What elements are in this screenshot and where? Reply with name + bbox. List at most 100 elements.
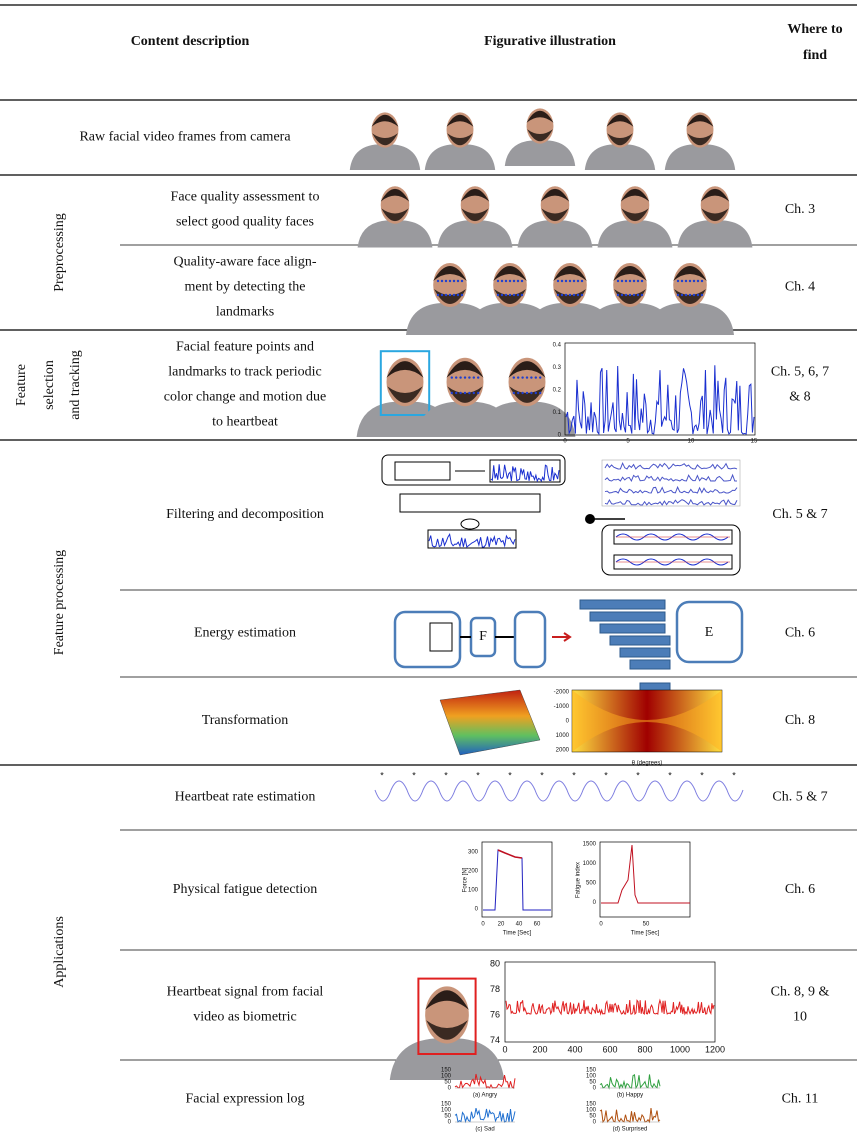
- landmark: [530, 376, 533, 379]
- landmark: [620, 279, 624, 283]
- tick-label: 1000: [583, 861, 597, 867]
- tick-label: 0: [481, 922, 485, 928]
- tick-label: 150: [441, 1068, 452, 1074]
- landmark: [534, 391, 537, 395]
- description: ment by detecting the: [185, 280, 306, 295]
- chapter-ref: Ch. 6: [785, 882, 815, 897]
- tick-label: 0: [593, 900, 597, 906]
- peak-marker: *: [668, 770, 672, 780]
- tick-label: 600: [602, 1044, 617, 1054]
- beard: [387, 386, 423, 403]
- landmark: [539, 376, 542, 379]
- hair: [613, 266, 647, 281]
- description: Energy estimation: [194, 626, 296, 641]
- landmark: [692, 293, 696, 297]
- caption: (d) Surprised: [613, 1127, 648, 1133]
- block: [399, 493, 541, 513]
- tick-label: 500: [586, 881, 597, 887]
- caption: (a) Angry: [473, 1093, 497, 1099]
- chapter-ref: Ch. 5 & 7: [772, 507, 827, 522]
- landmark: [568, 293, 572, 297]
- landmark: [688, 279, 692, 283]
- landmark: [496, 293, 500, 297]
- beard: [687, 133, 713, 146]
- landmark: [556, 293, 560, 297]
- node: [460, 518, 480, 530]
- hair: [686, 114, 714, 127]
- landmark: [624, 293, 628, 297]
- description: Facial feature points and: [176, 340, 314, 355]
- beard: [494, 289, 526, 304]
- chapter-ref: Ch. 4: [785, 280, 815, 295]
- landmark: [556, 279, 560, 283]
- landmark: [680, 279, 684, 283]
- landmark: [576, 293, 580, 297]
- landmark: [450, 376, 453, 379]
- group-label: Applications: [52, 916, 67, 988]
- landmark: [564, 279, 568, 283]
- hair: [460, 188, 490, 202]
- landmark: [576, 279, 580, 283]
- tick-label: 2000: [556, 748, 570, 754]
- landmark: [455, 391, 458, 395]
- landmark: [444, 279, 448, 283]
- landmark: [620, 293, 624, 297]
- landmark: [530, 391, 533, 395]
- hair: [620, 188, 650, 202]
- hood: [517, 220, 593, 248]
- landmark: [676, 279, 680, 283]
- axis-label: Time [Sec]: [631, 931, 660, 937]
- bar-block: [619, 647, 671, 658]
- tick-label: 0.2: [553, 388, 562, 394]
- landmark: [696, 293, 700, 297]
- tick-label: 50: [643, 922, 650, 928]
- hood: [357, 220, 433, 248]
- beard: [509, 386, 545, 403]
- landmark: [628, 293, 632, 297]
- landmark: [512, 293, 516, 297]
- landmark: [700, 293, 704, 297]
- tick-label: 50: [589, 1080, 596, 1086]
- landmark: [450, 391, 453, 395]
- chapter-ref: Ch. 5, 6, 7: [771, 365, 829, 380]
- plot-frame: [504, 961, 716, 1043]
- tick-label: 100: [586, 1108, 597, 1114]
- tick-label: -1000: [554, 704, 570, 710]
- landmark: [624, 279, 628, 283]
- hood: [437, 220, 513, 248]
- hood: [478, 401, 576, 437]
- hood: [646, 302, 734, 335]
- landmark: [616, 293, 620, 297]
- signal: [604, 485, 738, 494]
- block: [601, 459, 741, 507]
- column-header: Where to: [787, 22, 842, 37]
- chapter-ref: Ch. 6: [785, 626, 815, 641]
- landmark: [460, 279, 464, 283]
- bar-block: [609, 635, 671, 646]
- hood: [424, 144, 496, 170]
- beard: [674, 289, 706, 304]
- radon-band: [572, 690, 722, 752]
- tick-label: 50: [444, 1114, 451, 1120]
- description: Filtering and decomposition: [166, 507, 324, 522]
- hood: [584, 144, 656, 170]
- hair: [493, 266, 527, 281]
- hair: [606, 114, 634, 127]
- landmark: [512, 376, 515, 379]
- axis-label: Fatigue index: [576, 862, 582, 898]
- landmark: [560, 293, 564, 297]
- signal: [565, 365, 755, 436]
- hood: [664, 144, 736, 170]
- landmark: [572, 293, 576, 297]
- landmark: [616, 279, 620, 283]
- tick-label: 1200: [705, 1044, 725, 1054]
- landmark: [525, 391, 529, 395]
- landmark: [504, 293, 508, 297]
- landmark: [640, 293, 644, 297]
- tick-label: 0: [475, 907, 479, 913]
- chapter-ref: Ch. 5 & 7: [772, 790, 827, 805]
- landmark: [580, 279, 584, 283]
- landmark: [534, 376, 537, 379]
